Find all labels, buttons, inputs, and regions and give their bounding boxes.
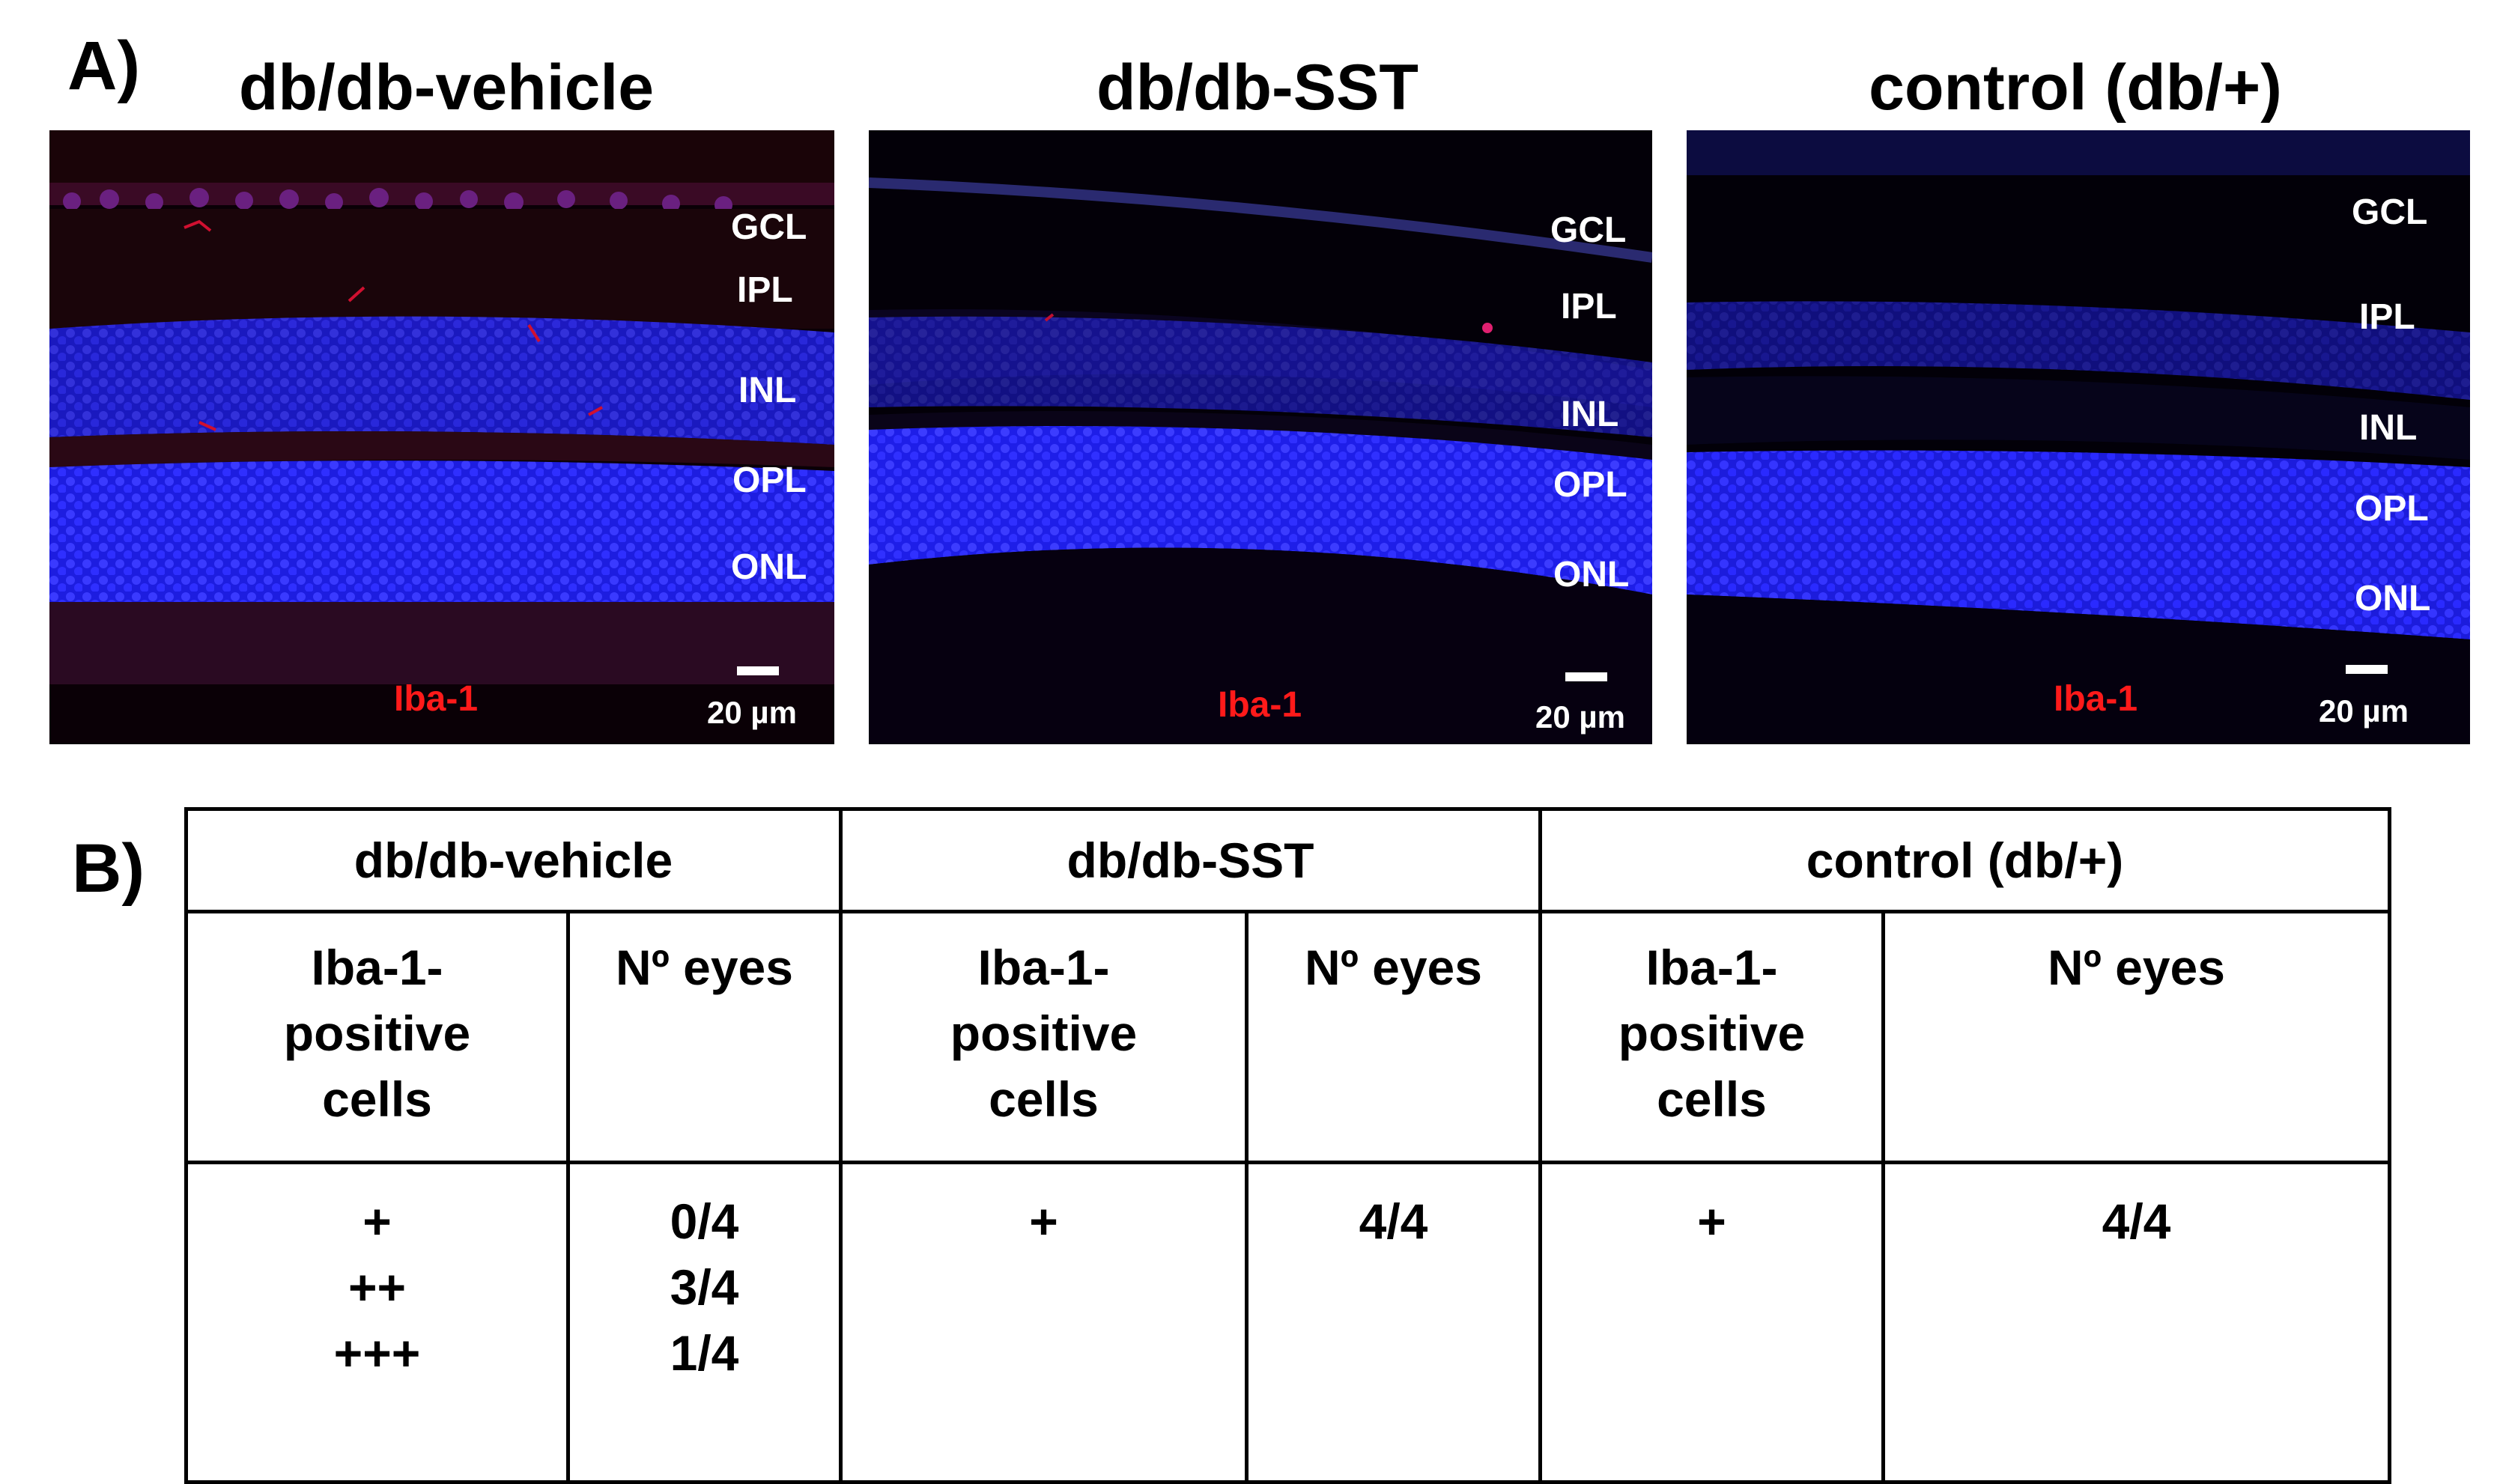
column-header-row: Iba-1- positive cells Nº eyes Iba-1- pos… [184, 910, 2391, 1164]
layer-label-gcl: GCL [2352, 192, 2428, 232]
panel-a-letter: A) [67, 28, 141, 104]
micrograph-vehicle [49, 130, 834, 744]
micrograph-control-image [1687, 130, 2470, 744]
panel-b-letter: B) [72, 830, 145, 907]
layer-label-opl: OPL [732, 460, 807, 500]
sst-eyes-cell: 4/4 [1245, 1161, 1542, 1484]
eye-count: 4/4 [2102, 1193, 2171, 1249]
layer-label-inl: INL [1561, 395, 1619, 434]
control-cells-cell: + [1538, 1161, 1885, 1484]
col-header-cells-line: Iba-1- [977, 940, 1110, 995]
layer-label-onl: ONL [731, 547, 807, 587]
layer-label-onl: ONL [2355, 579, 2431, 618]
marker-label-iba1: Iba-1 [394, 679, 479, 719]
eye-count: 4/4 [1359, 1193, 1428, 1249]
col-header-eyes: Nº eyes [566, 910, 843, 1164]
col-header-cells-line: cells [322, 1071, 432, 1127]
col-header-cells: Iba-1- positive cells [1538, 910, 1885, 1164]
cell-grade: ++ [348, 1259, 407, 1315]
layer-label-gcl: GCL [1550, 210, 1627, 250]
eye-count: 0/4 [670, 1193, 739, 1249]
image-title-vehicle: db/db-vehicle [238, 52, 655, 124]
control-eyes-cell: 4/4 [1881, 1161, 2391, 1484]
layer-label-ipl: IPL [1561, 287, 1617, 326]
layer-label-opl: OPL [1553, 465, 1627, 505]
col-header-cells-line: Iba-1- [311, 940, 443, 995]
image-title-control: control (db/+) [1869, 52, 2282, 124]
eye-count: 1/4 [670, 1325, 739, 1381]
summary-table-wrapper: db/db-vehicle db/db-SST control (db/+) I… [184, 807, 2391, 1484]
scale-bar-label: 20 µm [707, 695, 797, 730]
layer-label-ipl: IPL [737, 270, 793, 310]
micrograph-sst [869, 130, 1652, 744]
col-header-cells-line: positive [1618, 1006, 1806, 1061]
scale-bar [2346, 665, 2388, 674]
group-header-vehicle: db/db-vehicle [184, 807, 843, 913]
scale-bar-label: 20 µm [2319, 693, 2409, 729]
micrograph-vehicle-image [49, 130, 834, 744]
group-header-sst: db/db-SST [839, 807, 1542, 913]
col-header-cells: Iba-1- positive cells [839, 910, 1248, 1164]
layer-label-inl: INL [738, 371, 797, 410]
marker-label-iba1: Iba-1 [1218, 685, 1302, 725]
col-header-cells-line: positive [283, 1006, 471, 1061]
layer-label-gcl: GCL [731, 207, 807, 247]
layer-label-opl: OPL [2355, 489, 2429, 529]
col-header-cells: Iba-1- positive cells [184, 910, 570, 1164]
image-title-sst: db/db-SST [1096, 52, 1419, 124]
micrograph-sst-image [869, 130, 1652, 744]
scale-bar-label: 20 µm [1535, 699, 1625, 735]
group-header-row: db/db-vehicle db/db-SST control (db/+) [184, 807, 2391, 913]
layer-label-onl: ONL [1553, 555, 1630, 594]
layer-label-ipl: IPL [2359, 297, 2415, 337]
col-header-cells-line: cells [1657, 1071, 1767, 1127]
sst-cells-cell: + [839, 1161, 1248, 1484]
col-header-cells-line: positive [950, 1006, 1138, 1061]
vehicle-eyes-cell: 0/4 3/4 1/4 [566, 1161, 843, 1484]
marker-label-iba1: Iba-1 [2054, 679, 2138, 719]
cell-grade: +++ [333, 1325, 421, 1381]
scale-bar [737, 666, 779, 675]
col-header-eyes: Nº eyes [1245, 910, 1542, 1164]
cell-grade: + [362, 1193, 392, 1249]
summary-table: db/db-vehicle db/db-SST control (db/+) I… [184, 807, 2391, 1484]
col-header-cells-line: Iba-1- [1645, 940, 1778, 995]
scale-bar [1565, 672, 1607, 681]
col-header-cells-line: cells [989, 1071, 1099, 1127]
eye-count: 3/4 [670, 1259, 739, 1315]
vehicle-cells-cell: + ++ +++ [184, 1161, 570, 1484]
layer-label-inl: INL [2359, 408, 2418, 448]
col-header-eyes: Nº eyes [1881, 910, 2391, 1164]
group-header-control: control (db/+) [1538, 807, 2391, 913]
cell-grade: + [1697, 1193, 1726, 1249]
cell-grade: + [1029, 1193, 1058, 1249]
micrograph-control [1687, 130, 2470, 744]
data-row: + ++ +++ 0/4 3/4 1/4 + 4/4 + 4/4 [184, 1161, 2391, 1484]
